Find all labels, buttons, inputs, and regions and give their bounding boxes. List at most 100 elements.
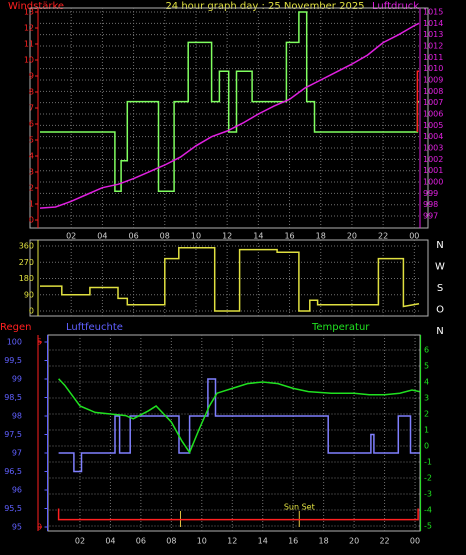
- y2-tick-label: 3: [424, 394, 429, 403]
- y-tick-label: 9: [29, 72, 34, 81]
- y2-tick-label: 1010: [423, 64, 443, 73]
- y-tick-label: 4: [29, 152, 34, 161]
- y2-tick-label: 1007: [423, 98, 443, 107]
- y-tick-label: 7: [29, 104, 34, 113]
- y-tick-label: 100: [7, 338, 22, 347]
- y-tick-label: 8: [29, 88, 34, 97]
- y-tick-label: 5: [29, 136, 34, 145]
- y-tick-label: 270: [19, 258, 34, 267]
- x-tick-label: 12: [222, 232, 232, 241]
- x-tick-label: 22: [379, 537, 389, 546]
- y-tick-label: 11: [24, 40, 34, 49]
- x-tick-label: 14: [253, 232, 263, 241]
- series-line: [40, 11, 419, 192]
- y2-tick-label: 1004: [423, 132, 443, 141]
- y-tick-label: 0: [29, 216, 34, 225]
- x-tick-label: 06: [136, 537, 146, 546]
- compass-label: W: [435, 262, 445, 273]
- x-tick-label: 14: [258, 537, 268, 546]
- pressure-axis-title: Luftdruck: [372, 1, 419, 12]
- y2-tick-label: -4: [424, 506, 432, 515]
- y2-tick-label: 1012: [423, 42, 443, 51]
- y-tick-label: 96: [12, 486, 22, 495]
- x-tick-label: 12: [227, 537, 237, 546]
- x-tick-label: 16: [284, 232, 294, 241]
- y2-tick-label: 1014: [423, 19, 443, 28]
- y2-tick-label: 1009: [423, 76, 443, 85]
- y-tick-label: 3: [29, 168, 34, 177]
- y-tick-label: 360: [19, 242, 34, 251]
- y-tick-label: 98,5: [4, 393, 22, 402]
- y2-tick-label: 4: [424, 378, 429, 387]
- y2-tick-label: -2: [424, 474, 432, 483]
- series-line: [58, 378, 420, 473]
- x-tick-label: 20: [349, 537, 359, 546]
- x-tick-label: 08: [166, 537, 176, 546]
- y-tick-label: 99,5: [4, 356, 22, 365]
- y3-tick-label: 0: [37, 523, 42, 532]
- y-tick-label: 96,5: [4, 467, 22, 476]
- y-tick-label: 99: [12, 375, 22, 384]
- y2-tick-label: 1008: [423, 87, 443, 96]
- x-tick-label: 10: [197, 537, 207, 546]
- y2-tick-label: 2: [424, 410, 429, 419]
- y-tick-label: 97: [12, 449, 22, 458]
- sun-set-label: Sun Set: [284, 503, 315, 512]
- y2-tick-label: -3: [424, 490, 432, 499]
- x-tick-label: 02: [66, 232, 76, 241]
- compass-label: S: [437, 283, 443, 294]
- x-tick-label: 08: [160, 232, 170, 241]
- panel-frame: [29, 239, 429, 317]
- x-tick-label: 00: [410, 537, 420, 546]
- x-tick-label: 00: [409, 232, 419, 241]
- x-tick-label: 04: [97, 232, 107, 241]
- y2-tick-label: 1005: [423, 121, 443, 130]
- y-tick-label: 12: [24, 24, 34, 33]
- y2-tick-label: 1013: [423, 30, 443, 39]
- x-tick-label: 10: [191, 232, 201, 241]
- y2-tick-label: 998: [423, 200, 438, 209]
- y2-tick-label: 1000: [423, 178, 443, 187]
- series-line: [416, 70, 419, 132]
- y2-tick-label: 1003: [423, 144, 443, 153]
- y-tick-label: 95,5: [4, 504, 22, 513]
- y-tick-label: 13: [24, 8, 34, 17]
- y2-tick-label: 1011: [423, 53, 443, 62]
- compass-label: O: [436, 305, 444, 316]
- y-tick-label: 1: [29, 200, 34, 209]
- y-tick-label: 0: [29, 307, 34, 316]
- y-tick-label: 97,5: [4, 430, 22, 439]
- temperature-axis-title: Temperatur: [311, 322, 370, 333]
- series-line: [57, 508, 419, 521]
- humidity-axis-title: Luftfeuchte: [66, 322, 123, 333]
- series-line: [40, 247, 420, 312]
- y-tick-label: 98: [12, 412, 22, 421]
- y-tick-label: 180: [19, 274, 34, 283]
- x-tick-label: 18: [319, 537, 329, 546]
- y2-tick-label: 0: [424, 442, 429, 451]
- y-tick-label: 2: [29, 184, 34, 193]
- series-line: [39, 22, 420, 209]
- y2-tick-label: 1001: [423, 166, 443, 175]
- compass-label: N: [436, 326, 443, 337]
- panel-frame: [29, 7, 429, 229]
- y2-tick-label: 1006: [423, 110, 443, 119]
- compass-label: N: [436, 240, 443, 251]
- y2-tick-label: 1015: [423, 8, 443, 17]
- y3-tick-label: 5: [37, 338, 42, 347]
- x-tick-label: 18: [316, 232, 326, 241]
- x-tick-label: 02: [75, 537, 85, 546]
- y2-tick-label: -1: [424, 458, 432, 467]
- y-tick-label: 10: [24, 56, 34, 65]
- y2-tick-label: 6: [424, 346, 429, 355]
- x-tick-label: 06: [128, 232, 138, 241]
- y2-tick-label: 997: [423, 212, 438, 221]
- x-tick-label: 22: [378, 232, 388, 241]
- y-tick-label: 90: [24, 290, 34, 299]
- x-tick-label: 20: [347, 232, 357, 241]
- x-tick-label: 16: [288, 537, 298, 546]
- y2-tick-label: -5: [424, 522, 432, 531]
- chart-title: 24 hour graph day : 25 November 2025: [165, 1, 364, 12]
